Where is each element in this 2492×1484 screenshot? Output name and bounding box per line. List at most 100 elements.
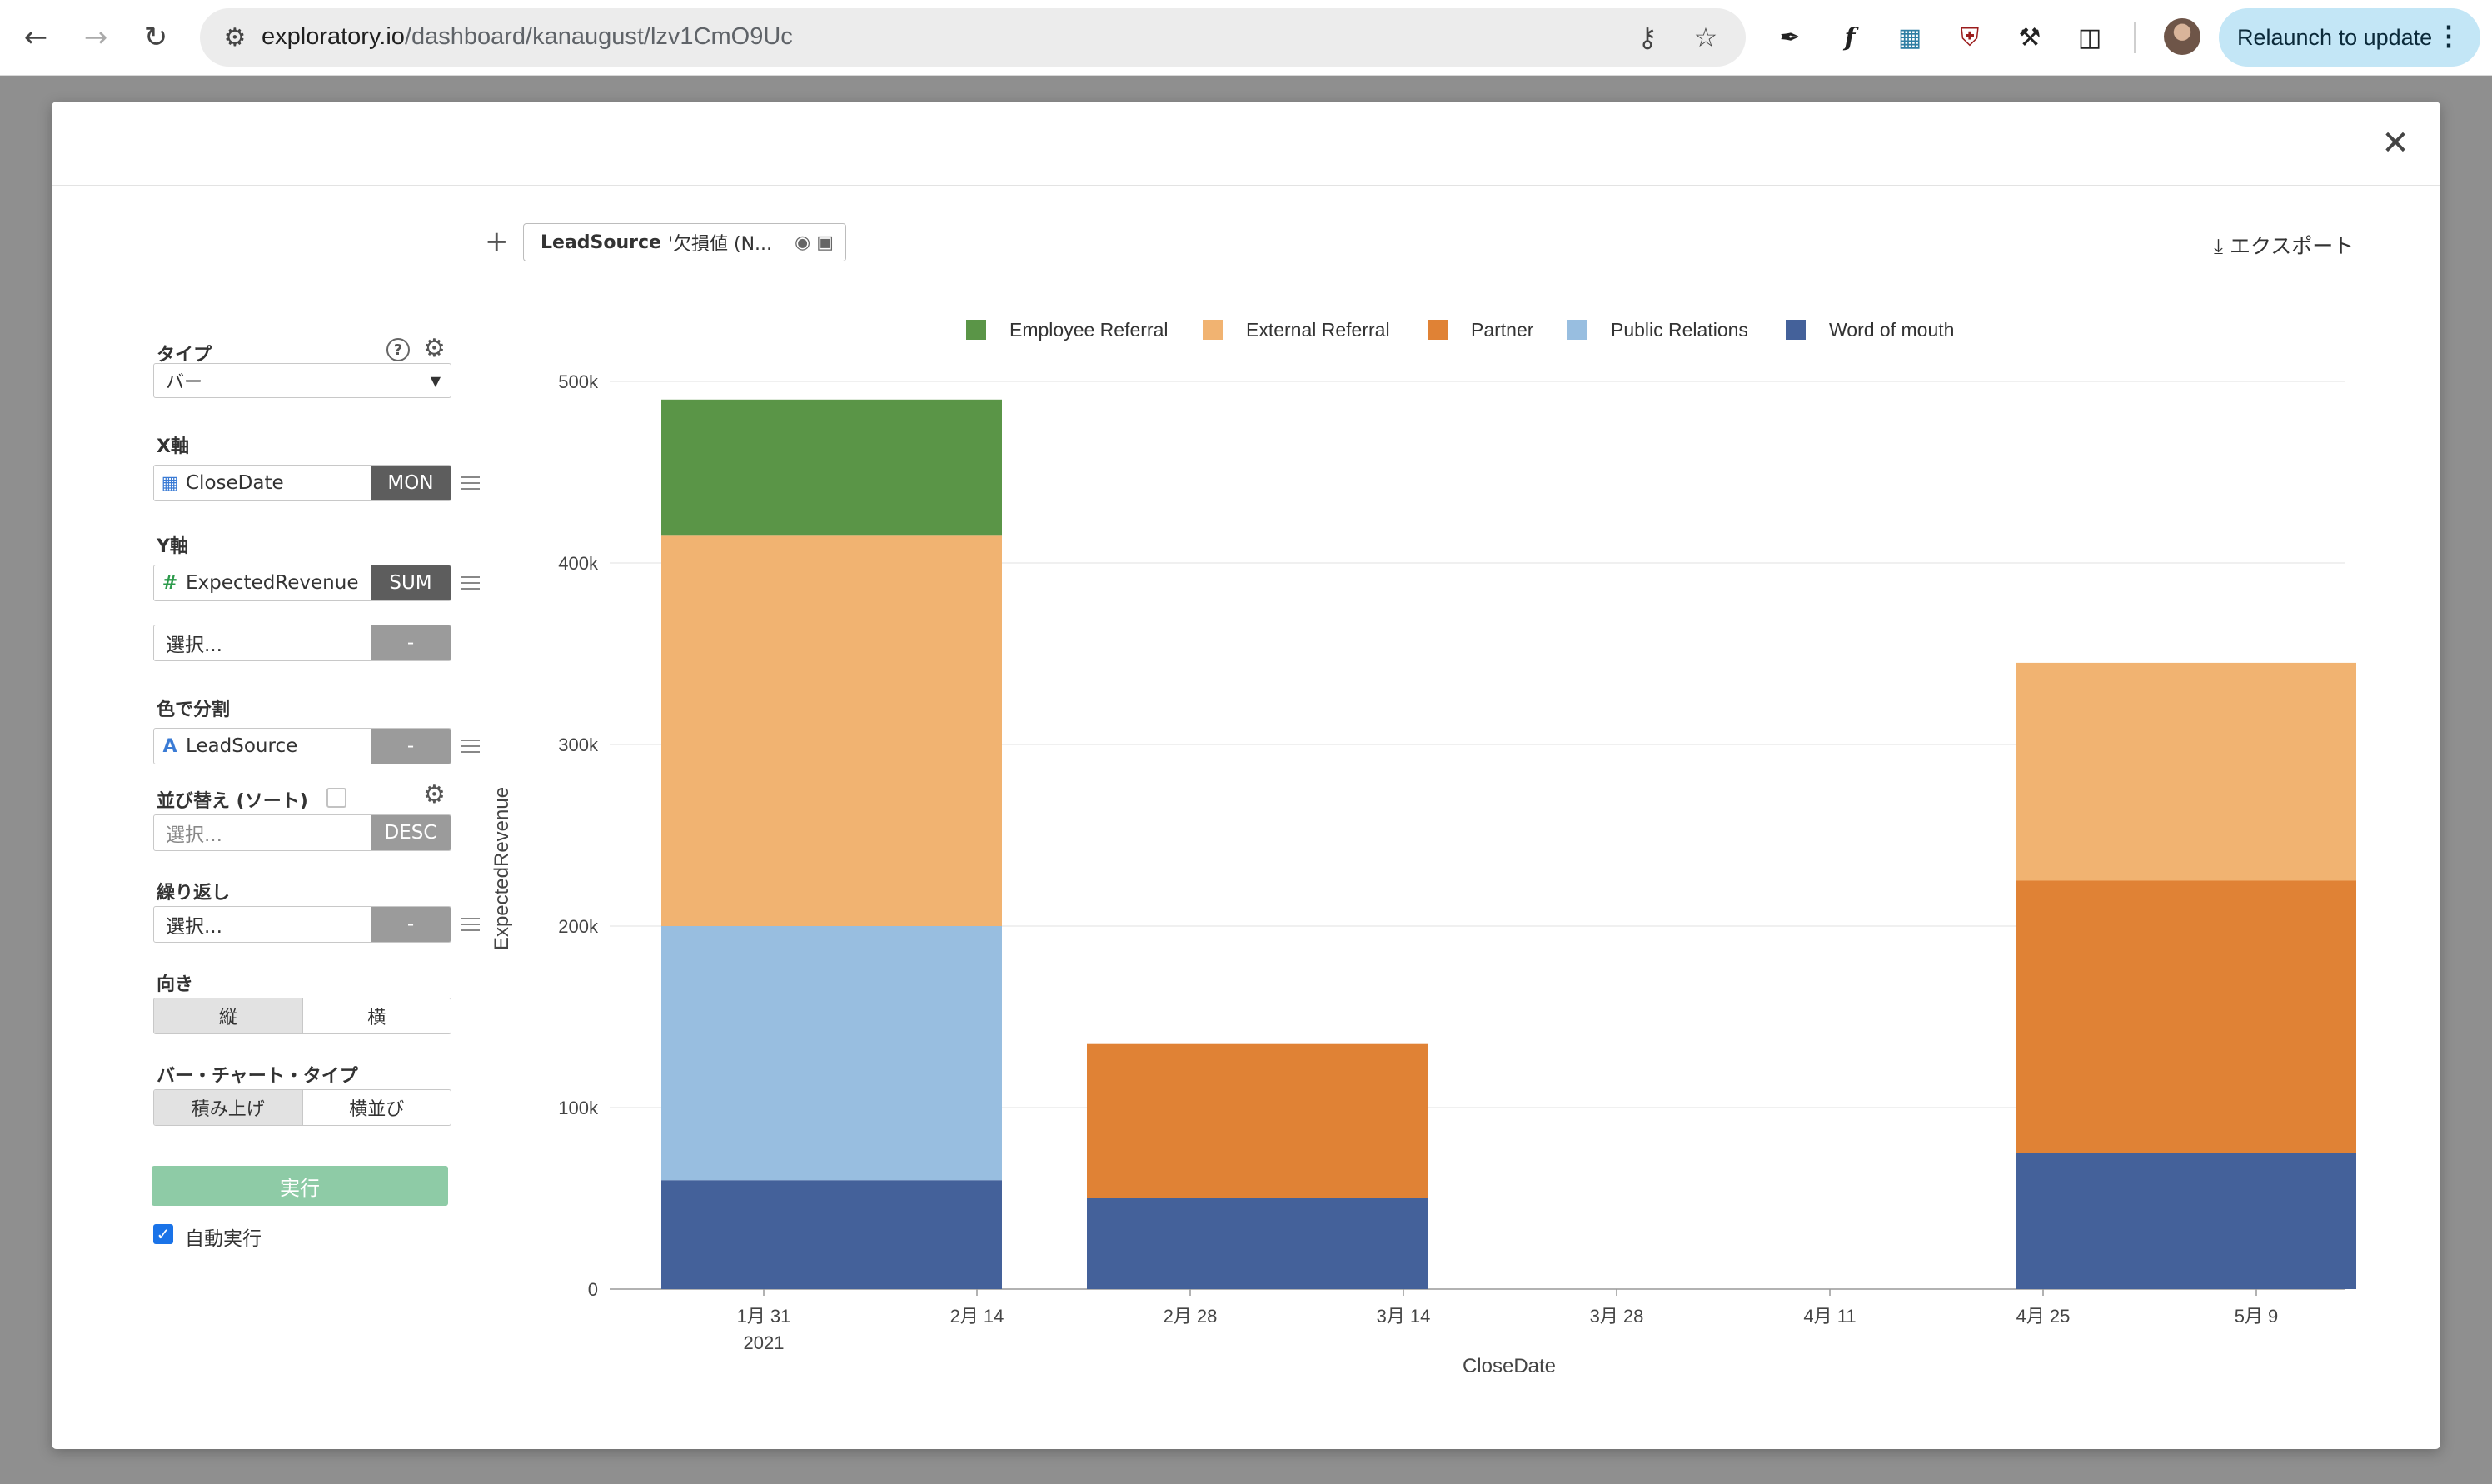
y2-axis-aggregation[interactable]: - <box>371 625 451 660</box>
color-field[interactable]: A LeadSource - <box>153 728 451 764</box>
text-type-icon: A <box>162 735 177 757</box>
bar-segment <box>661 1180 1002 1289</box>
repeat-aggregation[interactable]: - <box>371 907 451 942</box>
site-settings-icon[interactable]: ⚙ <box>223 22 247 52</box>
x-axis-menu-icon[interactable] <box>461 476 480 490</box>
relaunch-button[interactable]: Relaunch to update ⋮ <box>2219 8 2480 67</box>
auto-run-label: 自動実行 <box>185 1228 262 1250</box>
export-label: エクスポート <box>2230 234 2355 258</box>
forward-icon[interactable]: → <box>83 21 108 54</box>
url-text[interactable]: exploratory.io/dashboard/kanaugust/lzv1C… <box>262 23 793 51</box>
color-split-label: 色で分割 <box>157 700 231 720</box>
color-field-name: LeadSource <box>186 735 298 757</box>
legend-label: Public Relations <box>1611 319 1748 341</box>
browser-toolbar: ← → ↻ ⚙ exploratory.io/dashboard/kanaugu… <box>0 0 2492 76</box>
y-tick-label: 500k <box>558 371 599 392</box>
bar-type-label: バー・チャート・タイプ <box>157 1066 358 1087</box>
repeat-label: 繰り返し <box>157 883 231 904</box>
relaunch-label: Relaunch to update <box>2237 24 2433 50</box>
filter-chip-name: LeadSource <box>541 232 661 253</box>
y-tick-label: 400k <box>558 553 599 574</box>
repeat-menu-icon[interactable] <box>461 918 480 931</box>
address-bar[interactable]: ⚙ exploratory.io/dashboard/kanaugust/lzv… <box>200 8 1746 67</box>
x-axis-field[interactable]: ▦ CloseDate MON <box>153 465 451 501</box>
sort-field[interactable]: 選択... DESC <box>153 814 451 851</box>
bar-segment <box>661 399 1002 536</box>
sort-placeholder: 選択... <box>166 824 222 846</box>
x-axis-title: CloseDate <box>1463 1355 1556 1377</box>
add-filter-icon[interactable]: + <box>485 225 509 258</box>
bookmark-star-icon[interactable]: ☆ <box>1693 22 1718 53</box>
sort-checkbox[interactable] <box>326 788 346 808</box>
auto-run-checkbox[interactable]: ✓ <box>153 1224 173 1244</box>
bar-type-stacked[interactable]: 積み上げ <box>154 1090 302 1125</box>
eyedropper-extension-icon[interactable]: ✒ <box>1779 22 1801 52</box>
sort-order-button[interactable]: DESC <box>371 815 451 850</box>
y2-axis-placeholder: 選択... <box>166 635 222 656</box>
chart-type-select[interactable]: バー ▼ <box>153 363 451 398</box>
run-button[interactable]: 実行 <box>152 1166 448 1206</box>
x-tick-label: 3月 14 <box>1377 1306 1431 1327</box>
x-tick-label: 4月 25 <box>2016 1306 2071 1327</box>
toolbar-divider <box>2134 22 2136 53</box>
x-axis-field-name: CloseDate <box>186 472 284 494</box>
legend-label: Employee Referral <box>1009 319 1168 341</box>
export-button[interactable]: ⤓ エクスポート <box>2214 230 2354 260</box>
orientation-vertical[interactable]: 縦 <box>154 998 302 1033</box>
bar-segment <box>661 535 1002 926</box>
color-field-aggregation[interactable]: - <box>371 729 451 764</box>
eye-toggle-icon[interactable]: ◉ <box>795 232 811 253</box>
translate-extension-icon[interactable]: ▦ <box>1897 22 1922 52</box>
profile-avatar[interactable] <box>2164 18 2200 55</box>
extensions-puzzle-icon[interactable]: ◫ <box>2077 22 2102 52</box>
calendar-icon: ▦ <box>161 472 179 494</box>
number-hash-icon: # <box>162 572 178 594</box>
x-axis-aggregation[interactable]: MON <box>371 466 451 500</box>
more-menu-icon[interactable]: ⋮ <box>2435 21 2462 51</box>
color-menu-icon[interactable] <box>461 740 480 753</box>
x-tick-label: 2月 28 <box>1164 1306 1218 1327</box>
x-axis-label: X軸 <box>157 436 189 457</box>
formula-extension-icon[interactable]: f <box>1844 22 1856 52</box>
url-host: exploratory.io <box>262 23 405 50</box>
orientation-label: 向き <box>157 974 194 995</box>
y-axis-menu-icon[interactable] <box>461 576 480 590</box>
type-label: タイプ <box>157 345 212 366</box>
x-tick-label: 5月 9 <box>2235 1306 2279 1327</box>
help-icon[interactable]: ? <box>386 338 410 361</box>
repeat-field[interactable]: 選択... - <box>153 906 451 943</box>
close-icon[interactable]: ✕ <box>2381 124 2410 162</box>
trash-icon[interactable]: ▣ <box>816 232 834 253</box>
y-axis-label: Y軸 <box>157 536 188 557</box>
y-axis-field-name: ExpectedRevenue <box>186 572 359 594</box>
y-axis-title: ExpectedRevenue <box>491 787 513 950</box>
bar-segment <box>1087 1043 1428 1198</box>
legend-label: External Referral <box>1246 319 1390 341</box>
y-tick-label: 300k <box>558 735 599 755</box>
reload-icon[interactable]: ↻ <box>143 21 168 54</box>
y-axis-aggregation[interactable]: SUM <box>371 565 451 600</box>
y-axis-field[interactable]: # ExpectedRevenue SUM <box>153 565 451 601</box>
legend-swatch <box>1428 320 1448 340</box>
repeat-placeholder: 選択... <box>166 916 222 938</box>
orientation-horizontal[interactable]: 横 <box>302 998 451 1033</box>
back-icon[interactable]: ← <box>23 21 48 54</box>
password-key-icon[interactable]: ⚷ <box>1637 22 1657 53</box>
chart-type-value: バー <box>166 372 203 393</box>
tools-extension-icon[interactable]: ⚒ <box>2018 22 2041 52</box>
sort-settings-gear-icon[interactable]: ⚙ <box>423 780 446 809</box>
x-tick-label: 4月 11 <box>1803 1306 1856 1327</box>
bar-segment <box>2016 662 2356 881</box>
type-settings-gear-icon[interactable]: ⚙ <box>423 334 446 363</box>
x-tick-label: 1月 31 <box>737 1306 791 1327</box>
bar-type-side-by-side[interactable]: 横並び <box>302 1090 451 1125</box>
sort-label: 並び替え (ソート) <box>157 791 308 812</box>
filter-chip[interactable]: LeadSource '欠損値 (N... ◉ ▣ <box>523 223 846 261</box>
y-tick-label: 200k <box>558 916 599 937</box>
x-tick-year-label: 2021 <box>744 1332 785 1353</box>
y2-axis-field[interactable]: 選択... - <box>153 625 451 661</box>
legend-label: Word of mouth <box>1829 319 1954 341</box>
y-tick-label: 100k <box>558 1098 599 1118</box>
shield-extension-icon[interactable]: ⛨ <box>1960 22 1980 52</box>
x-tick-label: 2月 14 <box>950 1306 1004 1327</box>
